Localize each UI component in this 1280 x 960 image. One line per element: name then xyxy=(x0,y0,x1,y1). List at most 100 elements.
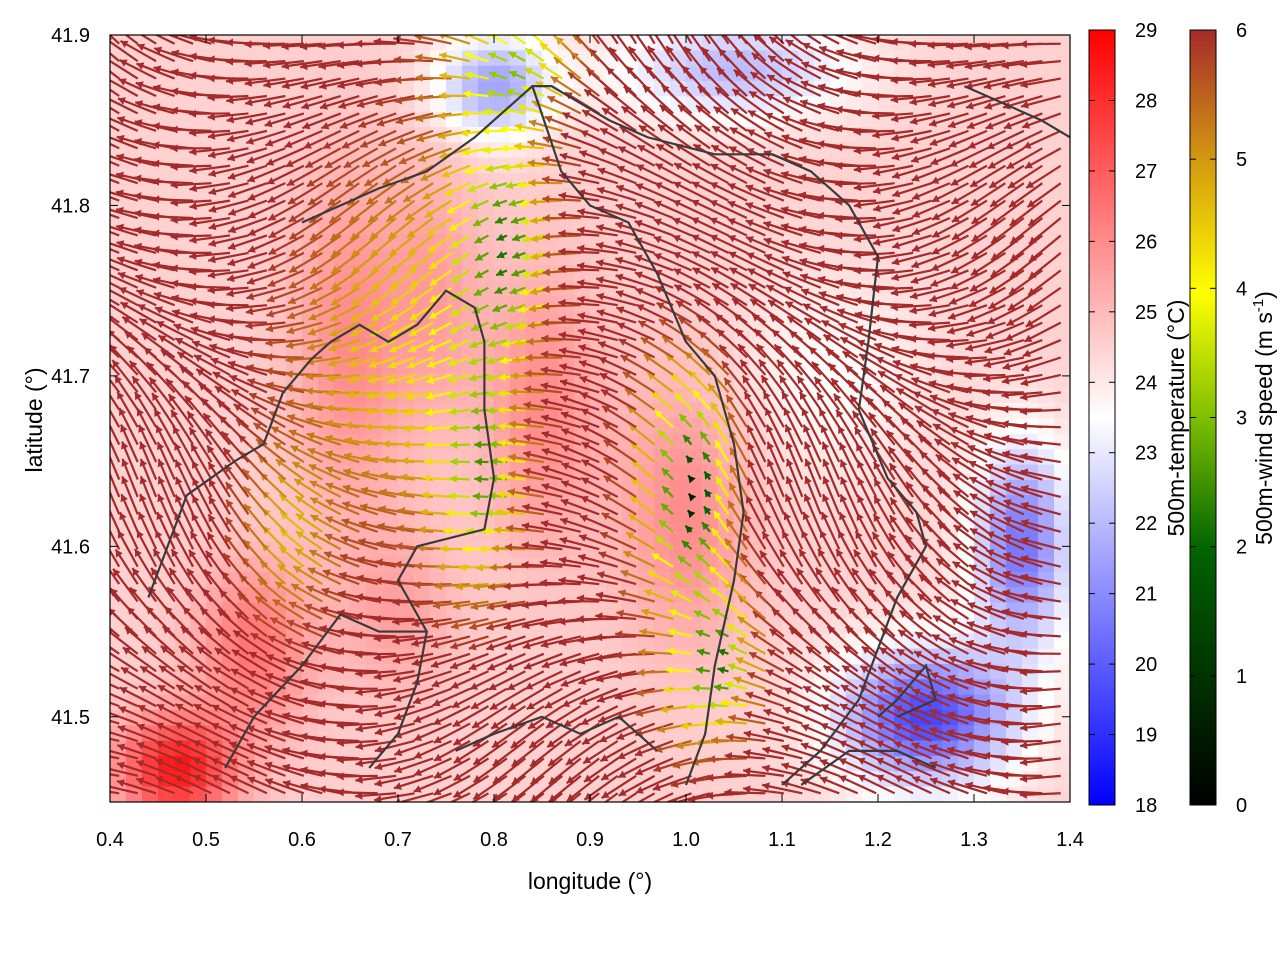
heatmap-cell xyxy=(158,234,175,251)
heatmap-cell xyxy=(414,96,431,113)
heatmap-cell xyxy=(446,326,463,343)
heatmap-cell xyxy=(590,295,607,312)
heatmap-cell xyxy=(1038,341,1055,358)
heatmap-cell xyxy=(526,50,543,67)
heatmap-cell xyxy=(654,709,671,726)
heatmap-cell xyxy=(1006,35,1023,51)
heatmap-cell xyxy=(318,234,335,251)
heatmap-cell xyxy=(542,203,559,220)
heatmap-cell xyxy=(1054,648,1070,665)
heatmap-cell xyxy=(446,81,463,97)
heatmap-cell xyxy=(1054,571,1070,588)
heatmap-cell xyxy=(1054,387,1070,404)
heatmap-cell xyxy=(1038,617,1055,634)
heatmap-cell xyxy=(894,50,911,67)
heatmap-cell xyxy=(942,372,959,389)
heatmap-cell xyxy=(1038,81,1055,97)
heatmap-cell xyxy=(414,387,431,404)
heatmap-cell xyxy=(414,295,431,312)
heatmap-cell xyxy=(1022,65,1039,82)
heatmap-cell xyxy=(718,111,735,128)
heatmap-cell xyxy=(734,203,751,220)
heatmap-cell xyxy=(222,203,239,220)
heatmap-cell xyxy=(158,219,175,236)
heatmap-cell xyxy=(462,433,479,450)
heatmap-cell xyxy=(1038,326,1055,343)
heatmap-cell xyxy=(414,433,431,450)
heatmap-cell xyxy=(542,249,559,266)
heatmap-cell xyxy=(830,219,847,236)
heatmap-cell xyxy=(1038,265,1055,282)
heatmap-cell xyxy=(494,81,511,97)
heatmap-cell xyxy=(334,219,351,236)
heatmap-cell xyxy=(158,127,175,143)
heatmap-cell xyxy=(878,96,895,113)
heatmap-cell xyxy=(174,203,191,220)
heatmap-cell xyxy=(718,326,735,343)
heatmap-cell xyxy=(622,648,639,665)
heatmap-cell xyxy=(462,311,479,328)
heatmap-cell xyxy=(990,157,1007,174)
heatmap-cell xyxy=(862,96,879,113)
heatmap-cell xyxy=(174,96,191,113)
heatmap-cell xyxy=(206,157,223,174)
heatmap-cell xyxy=(510,387,527,404)
heatmap-cell xyxy=(382,602,399,619)
heatmap-cell xyxy=(542,173,559,189)
heatmap-cell xyxy=(126,127,143,143)
heatmap-cell xyxy=(382,433,399,450)
heatmap-cell xyxy=(686,479,703,496)
heatmap-cell xyxy=(670,679,687,696)
heatmap-cell xyxy=(270,326,287,343)
heatmap-cell xyxy=(1038,679,1055,696)
heatmap-cell xyxy=(462,249,479,266)
heatmap-cell xyxy=(478,525,495,542)
heatmap-cell xyxy=(1022,188,1039,205)
heatmap-cell xyxy=(686,357,703,374)
heatmap-cell xyxy=(846,96,863,113)
heatmap-cell xyxy=(462,96,479,113)
heatmap-cell xyxy=(430,249,447,266)
heatmap-cell xyxy=(270,81,287,97)
heatmap-cell xyxy=(654,433,671,450)
heatmap-cell xyxy=(558,234,575,251)
heatmap-cell xyxy=(430,341,447,358)
heatmap-cell xyxy=(734,372,751,389)
heatmap-cell xyxy=(318,740,335,757)
heatmap-cell xyxy=(654,617,671,634)
heatmap-cell xyxy=(414,81,431,97)
heatmap-cell xyxy=(1054,403,1070,420)
heatmap-cell xyxy=(718,35,735,51)
heatmap-cell xyxy=(398,311,415,328)
heatmap-cell xyxy=(286,65,303,82)
heatmap-cell xyxy=(526,219,543,236)
heatmap-cell xyxy=(382,449,399,466)
heatmap-cell xyxy=(478,188,495,205)
heatmap-cell xyxy=(446,433,463,450)
heatmap-cell xyxy=(142,234,159,251)
heatmap-cell xyxy=(718,740,735,757)
heatmap-cell xyxy=(894,311,911,328)
heatmap-cell xyxy=(366,65,383,82)
heatmap-cell xyxy=(638,357,655,374)
heatmap-cell xyxy=(814,249,831,266)
heatmap-cell xyxy=(782,341,799,358)
heatmap-cell xyxy=(510,403,527,420)
heatmap-cell xyxy=(830,786,847,802)
heatmap-cell xyxy=(1054,479,1070,496)
heatmap-cell xyxy=(462,587,479,604)
heatmap-cell xyxy=(142,35,159,51)
heatmap-cell xyxy=(1054,188,1070,205)
heatmap-cell xyxy=(1038,157,1055,174)
heatmap-cell xyxy=(894,111,911,128)
heatmap-cell xyxy=(526,35,543,51)
heatmap-cell xyxy=(318,295,335,312)
heatmap-cell xyxy=(1054,96,1070,113)
heatmap-cell xyxy=(494,65,511,82)
heatmap-cell xyxy=(158,111,175,128)
heatmap-cell xyxy=(430,81,447,97)
heatmap-cell xyxy=(958,326,975,343)
heatmap-cell xyxy=(462,35,479,51)
heatmap-cell xyxy=(1054,326,1070,343)
heatmap-cell xyxy=(702,663,719,680)
